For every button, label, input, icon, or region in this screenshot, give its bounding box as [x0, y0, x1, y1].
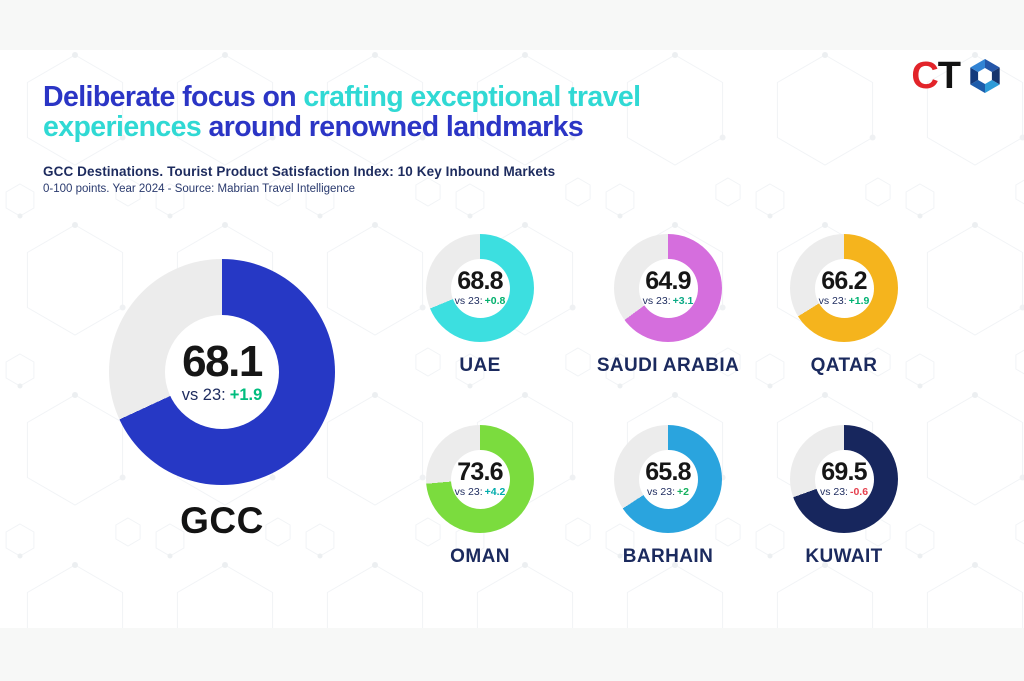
vs-label: vs 23: — [454, 486, 483, 498]
donut-vs-row: vs 23: +0.8 — [455, 295, 506, 307]
donut-hole: 68.1 vs 23: +1.9 — [165, 315, 279, 429]
title-segment: Deliberate focus on — [43, 81, 304, 113]
donut-ring: 69.5 vs 23: -0.6 — [790, 425, 898, 533]
donut-vs-row: vs 23: +1.9 — [182, 386, 263, 405]
donut-hole: 68.8 vs 23: +0.8 — [450, 258, 510, 318]
logo-letter-c: C — [911, 55, 938, 97]
vs-change-value: -0.6 — [849, 486, 869, 498]
vs-label: vs 23: — [642, 295, 671, 307]
donut-card-oman: 73.6 vs 23: +4.2 OMAN — [395, 425, 565, 568]
vs-change-value: +3.1 — [672, 295, 694, 307]
logo: CT — [911, 55, 1002, 97]
donut-value: 68.1 — [182, 336, 263, 386]
donut-value: 66.2 — [821, 267, 867, 295]
donut-ring: 66.2 vs 23: +1.9 — [790, 234, 898, 342]
vs-change-value: +0.8 — [484, 295, 506, 307]
donut-hole: 64.9 vs 23: +3.1 — [638, 258, 698, 318]
donut-hole: 65.8 vs 23: +2 — [638, 449, 698, 509]
donut-ring: 73.6 vs 23: +4.2 — [426, 425, 534, 533]
donut-hole: 69.5 vs 23: -0.6 — [814, 449, 874, 509]
title-segment: crafting exceptional travel — [303, 81, 641, 113]
vs-change-value: +2 — [677, 486, 689, 498]
page-title-line-2: experiences around renowned landmarks — [43, 112, 763, 142]
vs-label: vs 23: — [454, 295, 483, 307]
vs-change-value: +1.9 — [848, 295, 870, 307]
donut-value: 69.5 — [821, 458, 867, 486]
page-title-line-1: Deliberate focus on crafting exceptional… — [43, 82, 763, 112]
donut-vs-row: vs 23: +4.2 — [455, 486, 506, 498]
vs-change-value: +4.2 — [484, 486, 506, 498]
donut-card-uae: 68.8 vs 23: +0.8 UAE — [395, 234, 565, 377]
donut-vs-row: vs 23: +3.1 — [643, 295, 694, 307]
donut-ring: 64.9 vs 23: +3.1 — [614, 234, 722, 342]
donut-value: 73.6 — [457, 458, 503, 486]
donut-hole: 66.2 vs 23: +1.9 — [814, 258, 874, 318]
header: Deliberate focus on crafting exceptional… — [43, 82, 763, 195]
donut-value: 65.8 — [645, 458, 691, 486]
vs-label: vs 23: — [181, 385, 226, 404]
chart-subtitle: GCC Destinations. Tourist Product Satisf… — [43, 164, 556, 179]
donut-ring: 68.8 vs 23: +0.8 — [426, 234, 534, 342]
vs-label: vs 23: — [647, 486, 676, 498]
donut-ring: 65.8 vs 23: +2 — [614, 425, 722, 533]
donut-vs-row: vs 23: -0.6 — [820, 486, 868, 498]
donut-card-saudi-arabia: 64.9 vs 23: +3.1 SAUDI ARABIA — [583, 234, 753, 377]
donut-card-barhain: 65.8 vs 23: +2 BARHAIN — [583, 425, 753, 568]
donut-card-kuwait: 69.5 vs 23: -0.6 KUWAIT — [759, 425, 929, 568]
donut-ring-gcc: 68.1 vs 23: +1.9 — [109, 259, 335, 485]
vs-change-value: +1.9 — [229, 385, 263, 404]
donut-label: QATAR — [810, 355, 878, 376]
donut-vs-row: vs 23: +1.9 — [819, 295, 870, 307]
logo-letter-t: T — [937, 55, 961, 97]
chart-source-note: 0-100 points. Year 2024 - Source: Mabria… — [43, 183, 355, 195]
hexagon-gem-icon — [970, 59, 1000, 93]
donut-label: SAUDI ARABIA — [596, 355, 740, 376]
title-segment: experiences — [43, 111, 209, 143]
donut-card-qatar: 66.2 vs 23: +1.9 QATAR — [759, 234, 929, 377]
donut-vs-row: vs 23: +2 — [647, 486, 689, 498]
donut-label: OMAN — [450, 546, 510, 567]
donut-card-gcc: 68.1 vs 23: +1.9 GCC — [109, 259, 335, 542]
donut-label: GCC — [180, 500, 264, 541]
donut-label: BARHAIN — [622, 546, 714, 567]
donut-value: 64.9 — [645, 267, 691, 295]
donut-label: KUWAIT — [805, 546, 883, 567]
logo-ct-wordmark: CT — [911, 55, 961, 97]
vs-label: vs 23: — [818, 295, 847, 307]
vs-label: vs 23: — [819, 486, 848, 498]
title-segment: around renowned landmarks — [208, 111, 584, 143]
donut-value: 68.8 — [457, 267, 503, 295]
donut-hole: 73.6 vs 23: +4.2 — [450, 449, 510, 509]
donut-label: UAE — [459, 355, 501, 376]
